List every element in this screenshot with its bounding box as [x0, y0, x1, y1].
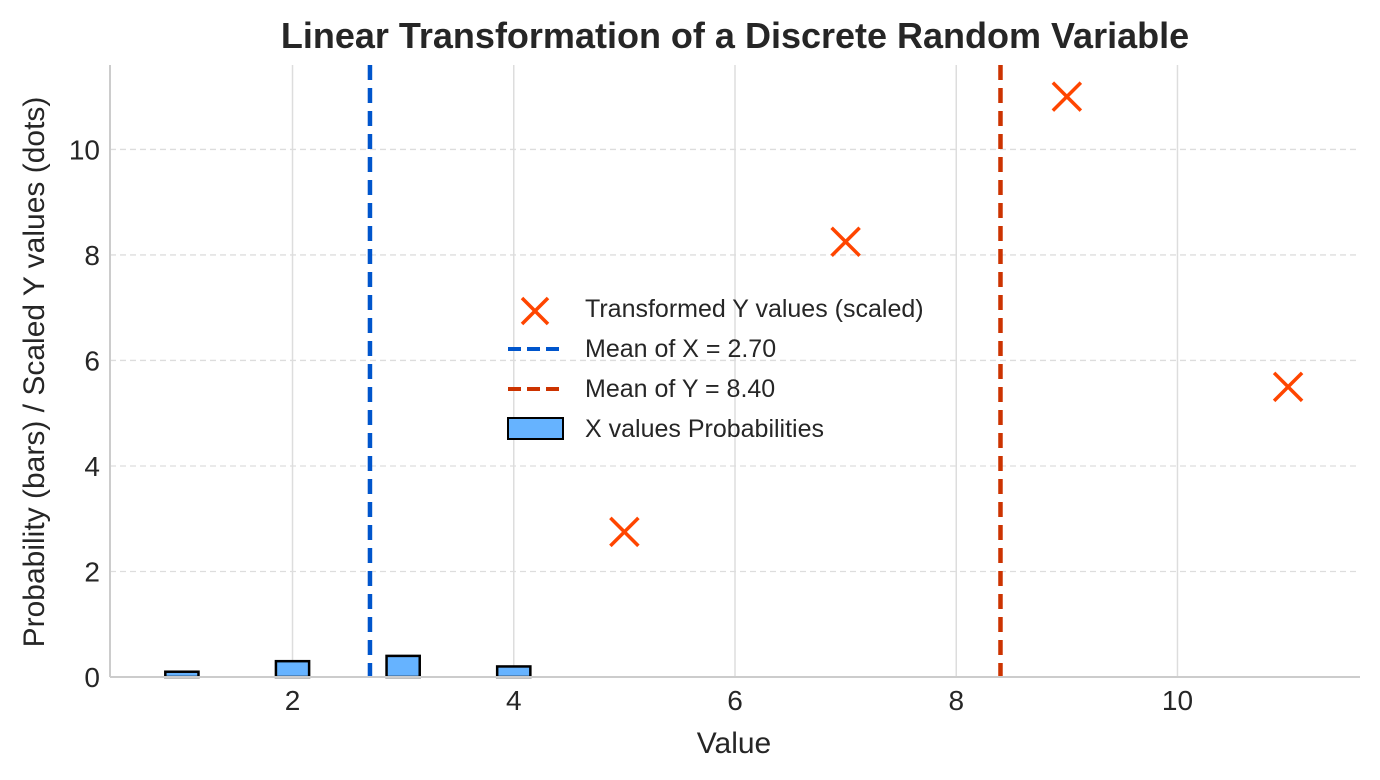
- legend-marker-cross: [520, 296, 550, 326]
- grid: [110, 65, 1360, 677]
- scatter-points: [609, 81, 1304, 548]
- legend-label-scatter: Transformed Y values (scaled): [585, 295, 924, 323]
- legend-item-mean-x: Mean of X = 2.70: [508, 335, 776, 363]
- x-tick-label: 6: [727, 685, 743, 716]
- y-tick-label: 2: [84, 556, 100, 587]
- scatter-point: [1051, 81, 1083, 112]
- y-tick-label: 4: [84, 451, 100, 482]
- x-tick-label: 2: [285, 685, 301, 716]
- scatter-point: [830, 226, 861, 257]
- y-axis-label: Probability (bars) / Scaled Y values (do…: [18, 97, 51, 648]
- tick-labels: 2 4 6 8 10 0 2 4 6 8 10: [69, 134, 1193, 716]
- bars: [164, 654, 532, 679]
- cross-stroke: [1051, 81, 1083, 112]
- legend-marker-bar: [507, 417, 564, 440]
- scatter-point: [609, 516, 640, 548]
- bar: [495, 665, 532, 679]
- scatter-point: [1272, 371, 1304, 403]
- legend: Transformed Y values (scaled) Mean of X …: [507, 295, 924, 443]
- chart-title: Linear Transformation of a Discrete Rand…: [281, 15, 1189, 56]
- bar: [385, 654, 421, 679]
- legend-label-mean-x: Mean of X = 2.70: [585, 335, 776, 363]
- legend-label-mean-y: Mean of Y = 8.40: [585, 375, 775, 403]
- x-tick-label: 8: [948, 685, 964, 716]
- legend-cross: [520, 296, 550, 326]
- bar: [274, 659, 311, 679]
- legend-item-scatter: Transformed Y values (scaled): [520, 295, 924, 326]
- x-tick-label: 4: [506, 685, 522, 716]
- x-tick-label: 10: [1162, 685, 1193, 716]
- legend-item-bars: X values Probabilities: [507, 415, 824, 443]
- mean-lines: [367, 65, 1003, 677]
- y-tick-label: 10: [69, 134, 100, 165]
- cross-stroke: [520, 296, 550, 326]
- cross-stroke: [1272, 371, 1304, 403]
- y-tick-label: 6: [84, 345, 100, 376]
- x-axis-label: Value: [697, 727, 772, 760]
- axes: [109, 65, 1360, 678]
- legend-item-mean-y: Mean of Y = 8.40: [508, 375, 775, 403]
- cross-stroke: [609, 516, 640, 548]
- cross-stroke: [830, 226, 861, 257]
- y-tick-label: 8: [84, 240, 100, 271]
- y-tick-label: 0: [84, 662, 100, 693]
- legend-label-bars: X values Probabilities: [585, 415, 824, 443]
